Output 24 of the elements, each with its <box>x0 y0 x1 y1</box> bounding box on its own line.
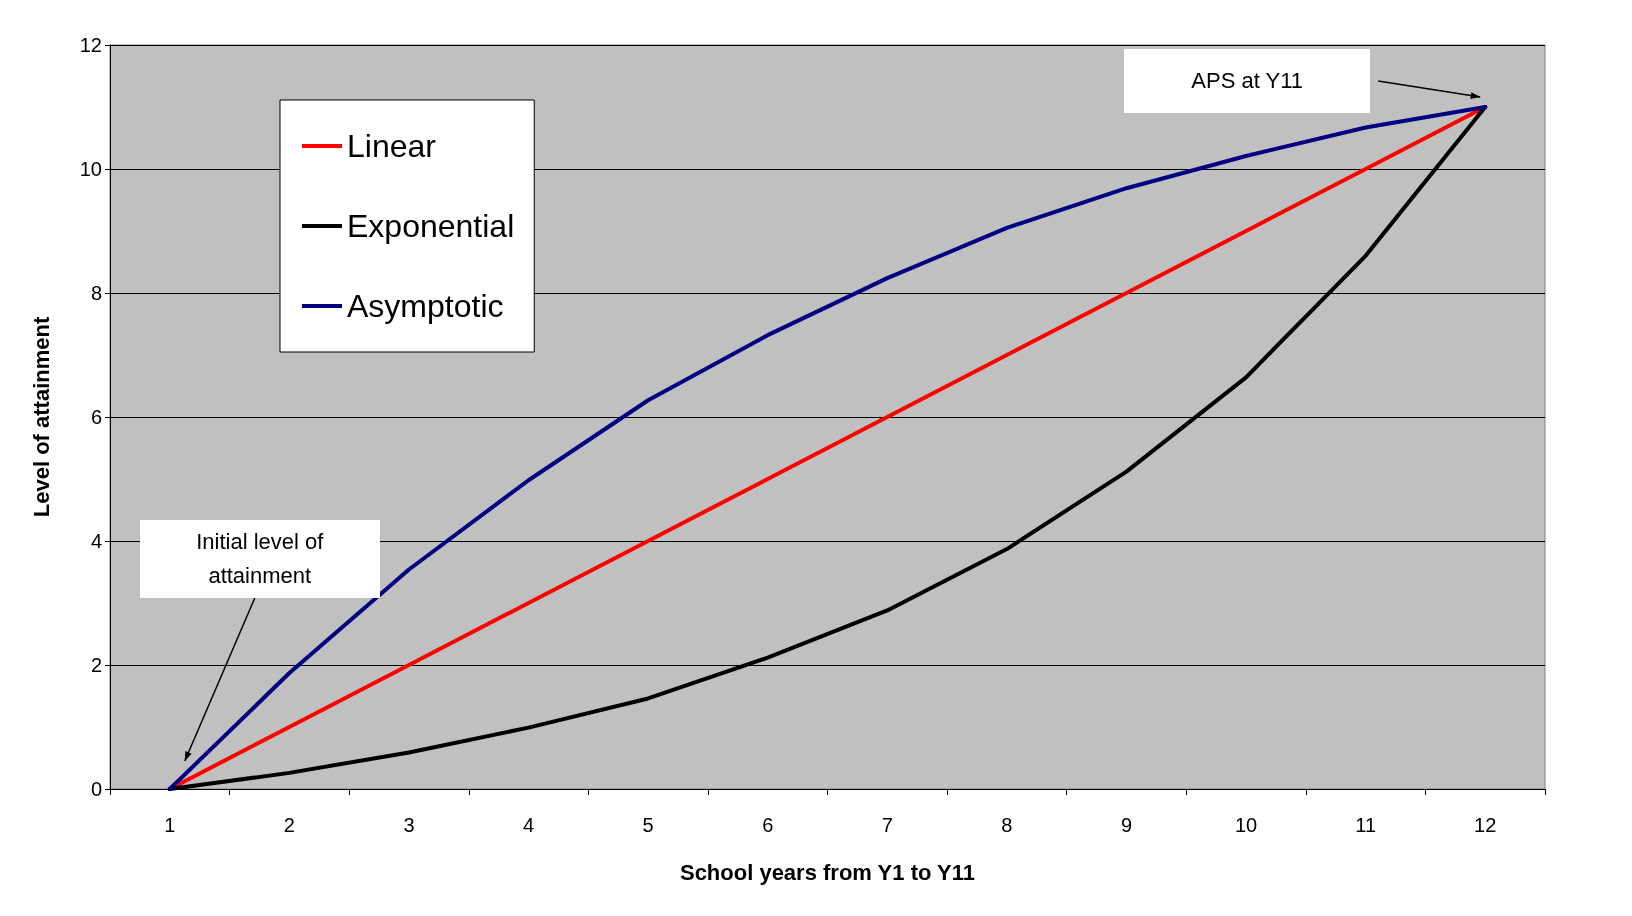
x-tick-label: 8 <box>1001 814 1013 836</box>
x-tick-label: 11 <box>1355 814 1377 836</box>
x-tick-label: 6 <box>762 814 774 836</box>
x-tick-label: 1 <box>164 814 176 836</box>
x-tick-label: 5 <box>642 814 654 836</box>
x-tick-label: 12 <box>1474 814 1497 836</box>
x-tick-label: 2 <box>283 814 295 836</box>
y-tick-label: 8 <box>90 282 102 304</box>
y-axis-title: Level of attainment <box>28 316 54 518</box>
x-tick-label: 4 <box>522 814 535 836</box>
legend-label: Exponential <box>347 208 515 244</box>
y-tick-label: 2 <box>90 654 102 676</box>
y-tick-label: 0 <box>90 778 102 800</box>
x-tick-label: 10 <box>1234 814 1258 836</box>
x-tick-label: 7 <box>881 814 893 836</box>
x-tick-label: 9 <box>1120 814 1133 836</box>
x-tick-label: 3 <box>403 814 415 836</box>
y-tick-label: 10 <box>79 158 102 180</box>
y-tick-label: 4 <box>90 530 102 552</box>
x-axis-title: School years from Y1 to Y11 <box>679 859 976 885</box>
legend-label: Linear <box>347 128 437 164</box>
legend-label: Asymptotic <box>347 288 504 324</box>
y-tick-label: 6 <box>90 406 102 428</box>
y-tick-label: 12 <box>79 34 102 56</box>
